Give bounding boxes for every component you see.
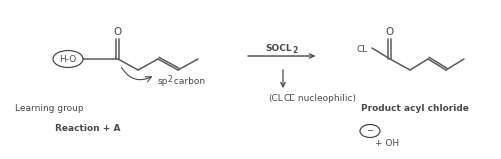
- Text: Reaction + A: Reaction + A: [55, 124, 121, 133]
- Text: O: O: [386, 27, 394, 37]
- Text: (CL: (CL: [268, 94, 283, 103]
- Text: 2: 2: [168, 75, 173, 84]
- Text: carbon: carbon: [171, 77, 205, 86]
- Text: nucleophilic): nucleophilic): [295, 94, 356, 103]
- Text: 2: 2: [292, 46, 297, 55]
- Text: sp: sp: [158, 77, 168, 86]
- Text: Product acyl chloride: Product acyl chloride: [361, 104, 469, 113]
- Text: SOCL: SOCL: [266, 44, 292, 53]
- Text: + OH: + OH: [375, 139, 399, 148]
- Text: O: O: [114, 27, 122, 37]
- Text: CL̅: CL̅: [284, 94, 295, 103]
- Text: CL: CL: [357, 45, 368, 54]
- Text: H-O: H-O: [60, 55, 77, 63]
- Text: Learning group: Learning group: [15, 104, 84, 113]
- Text: −: −: [367, 127, 374, 135]
